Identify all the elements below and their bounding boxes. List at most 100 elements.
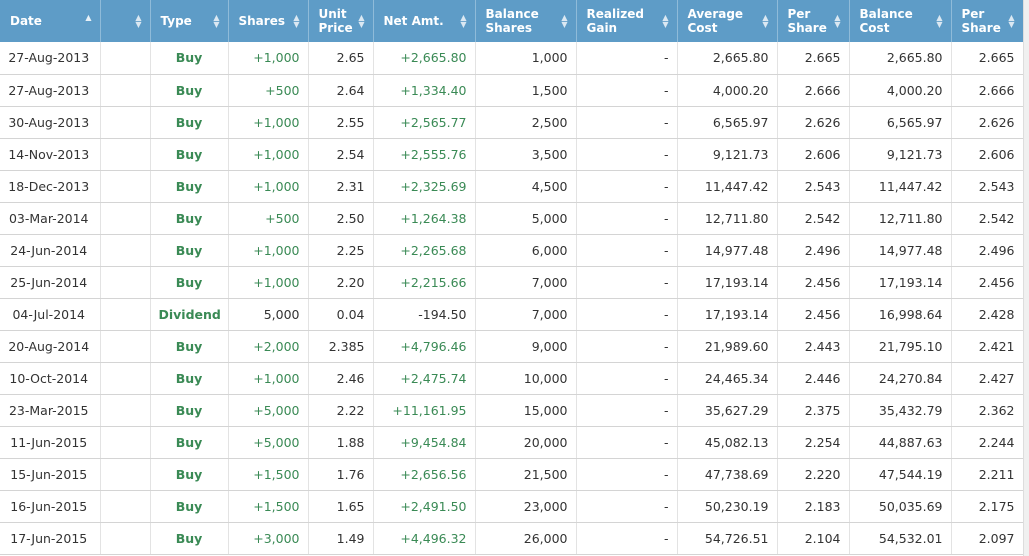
cell-realized-gain: -	[576, 106, 678, 139]
cell-average-cost: 50,230.19	[677, 490, 778, 523]
sort-icon[interactable]: ▲ ▼	[460, 13, 467, 29]
column-header-unit-price[interactable]: Unit Price ▲ ▼	[308, 0, 374, 42]
table-row[interactable]: 23-Mar-2015 Buy +5,000 2.22 +11,161.95 15,000…	[0, 394, 1024, 427]
table-row[interactable]: 27-Aug-2013 Buy +500 2.64 +1,334.40 1,500-4,0…	[0, 74, 1024, 107]
cell-unit-price: 2.46	[308, 362, 374, 395]
cell-balance-shares: 7,000	[475, 266, 577, 299]
cell-bal-per-share: 2.626	[951, 106, 1024, 139]
table-row[interactable]: 16-Jun-2015 Buy +1,500 1.65 +2,491.50 23,000-…	[0, 490, 1024, 523]
cell-realized-gain: -	[576, 298, 678, 331]
table-row[interactable]: 25-Jun-2014 Buy +1,000 2.20 +2,215.66 7,000-1…	[0, 266, 1024, 299]
cell-average-cost: 17,193.14	[677, 298, 778, 331]
cell-blank	[100, 266, 151, 299]
table-row[interactable]: 10-Oct-2014 Buy +1,000 2.46 +2,475.74 10,000-…	[0, 362, 1024, 395]
cell-type: Buy	[150, 202, 229, 235]
table-row[interactable]: 27-Aug-2013 Buy +1,000 2.65 +2,665.80 1,000-2…	[0, 42, 1024, 75]
sort-icon[interactable]: ▲ ▼	[135, 13, 142, 29]
table-row[interactable]: 30-Aug-2013 Buy +1,000 2.55 +2,565.77 2,500-6…	[0, 106, 1024, 139]
cell-date: 30-Aug-2013	[0, 106, 101, 139]
cell-realized-gain: -	[576, 522, 678, 555]
cell-bal-per-share: 2.542	[951, 202, 1024, 235]
column-header-bal-per-share[interactable]: Per Share ▲ ▼	[951, 0, 1024, 42]
column-header-blank[interactable]: ▲ ▼	[100, 0, 151, 42]
cell-date: 04-Jul-2014	[0, 298, 101, 331]
table-row[interactable]: 20-Aug-2014 Buy +2,000 2.385 +4,796.46 9,000-…	[0, 330, 1024, 363]
cell-blank	[100, 362, 151, 395]
column-header-average-cost[interactable]: Average Cost ▲ ▼	[677, 0, 778, 42]
sort-asc-icon[interactable]: ▲	[85, 13, 92, 22]
sort-icon[interactable]: ▲ ▼	[834, 13, 841, 29]
column-header-type[interactable]: Type ▲ ▼	[150, 0, 229, 42]
cell-bal-per-share: 2.543	[951, 170, 1024, 203]
sort-icon[interactable]: ▲ ▼	[936, 13, 943, 29]
cell-realized-gain: -	[576, 458, 678, 491]
cell-bal-per-share: 2.666	[951, 74, 1024, 107]
cell-balance-cost: 35,432.79	[849, 394, 952, 427]
table-row[interactable]: 24-Jun-2014 Buy +1,000 2.25 +2,265.68 6,000-1…	[0, 234, 1024, 267]
column-header-balance-cost[interactable]: Balance Cost ▲ ▼	[849, 0, 952, 42]
sort-icon[interactable]: ▲ ▼	[293, 13, 300, 29]
cell-balance-cost: 44,887.63	[849, 426, 952, 459]
cell-average-cost: 47,738.69	[677, 458, 778, 491]
cell-average-cost: 17,193.14	[677, 266, 778, 299]
cell-unit-price: 2.54	[308, 138, 374, 171]
cell-shares: +500	[228, 202, 309, 235]
cell-unit-price: 2.22	[308, 394, 374, 427]
vertical-scrollbar[interactable]	[1023, 0, 1029, 556]
table-row[interactable]: 03-Mar-2014 Buy +500 2.50 +1,264.38 5,000-12,…	[0, 202, 1024, 235]
cell-net-amt: +2,265.68	[373, 234, 476, 267]
cell-type: Buy	[150, 42, 229, 75]
cell-balance-cost: 12,711.80	[849, 202, 952, 235]
sort-icon[interactable]: ▲ ▼	[762, 13, 769, 29]
sort-icon[interactable]: ▲ ▼	[1008, 13, 1015, 29]
sort-icon[interactable]: ▲ ▼	[358, 13, 365, 29]
cell-type: Buy	[150, 74, 229, 107]
cell-net-amt: +2,555.76	[373, 138, 476, 171]
sort-icon[interactable]: ▲ ▼	[662, 13, 669, 29]
cell-shares: +5,000	[228, 426, 309, 459]
column-header-balance-shares[interactable]: Balance Shares ▲ ▼	[475, 0, 577, 42]
cell-shares: +1,000	[228, 266, 309, 299]
cell-average-cost: 12,711.80	[677, 202, 778, 235]
cell-unit-price: 2.20	[308, 266, 374, 299]
cell-blank	[100, 202, 151, 235]
cell-balance-shares: 1,500	[475, 74, 577, 107]
column-header-avg-per-share[interactable]: Per Share ▲ ▼	[777, 0, 850, 42]
column-header-realized-gain[interactable]: Realized Gain ▲ ▼	[576, 0, 678, 42]
cell-blank	[100, 426, 151, 459]
column-header-date[interactable]: Date ▲	[0, 0, 101, 42]
column-header-net-amt[interactable]: Net Amt. ▲ ▼	[373, 0, 476, 42]
table-row[interactable]: 18-Dec-2013 Buy +1,000 2.31 +2,325.69 4,500-1…	[0, 170, 1024, 203]
column-header-shares[interactable]: Shares ▲ ▼	[228, 0, 309, 42]
sort-icon[interactable]: ▲ ▼	[561, 13, 568, 29]
cell-bal-per-share: 2.496	[951, 234, 1024, 267]
cell-avg-per-share: 2.104	[777, 522, 850, 555]
cell-net-amt: +4,796.46	[373, 330, 476, 363]
column-header-label: Balance Shares	[485, 7, 539, 35]
sort-icon[interactable]: ▲ ▼	[213, 13, 220, 29]
cell-net-amt: +9,454.84	[373, 426, 476, 459]
column-header-label: Date	[10, 14, 42, 28]
cell-average-cost: 21,989.60	[677, 330, 778, 363]
cell-date: 14-Nov-2013	[0, 138, 101, 171]
cell-date: 11-Jun-2015	[0, 426, 101, 459]
table-row[interactable]: 14-Nov-2013 Buy +1,000 2.54 +2,555.76 3,500-9…	[0, 138, 1024, 171]
cell-net-amt: +2,215.66	[373, 266, 476, 299]
table-row[interactable]: 17-Jun-2015 Buy +3,000 1.49 +4,496.32 26,000-…	[0, 522, 1024, 555]
cell-average-cost: 54,726.51	[677, 522, 778, 555]
cell-net-amt: +11,161.95	[373, 394, 476, 427]
cell-date: 25-Jun-2014	[0, 266, 101, 299]
cell-realized-gain: -	[576, 426, 678, 459]
cell-date: 15-Jun-2015	[0, 458, 101, 491]
cell-avg-per-share: 2.254	[777, 426, 850, 459]
cell-shares: +1,000	[228, 362, 309, 395]
cell-unit-price: 2.385	[308, 330, 374, 363]
cell-bal-per-share: 2.428	[951, 298, 1024, 331]
cell-balance-shares: 23,000	[475, 490, 577, 523]
cell-balance-cost: 14,977.48	[849, 234, 952, 267]
table-row[interactable]: 04-Jul-2014 Dividend 5,000 0.04 -194.50 7,000…	[0, 298, 1024, 331]
cell-date: 27-Aug-2013	[0, 42, 101, 75]
table-row[interactable]: 11-Jun-2015 Buy +5,000 1.88 +9,454.84 20,000-…	[0, 426, 1024, 459]
table-row[interactable]: 15-Jun-2015 Buy +1,500 1.76 +2,656.56 21,500-…	[0, 458, 1024, 491]
